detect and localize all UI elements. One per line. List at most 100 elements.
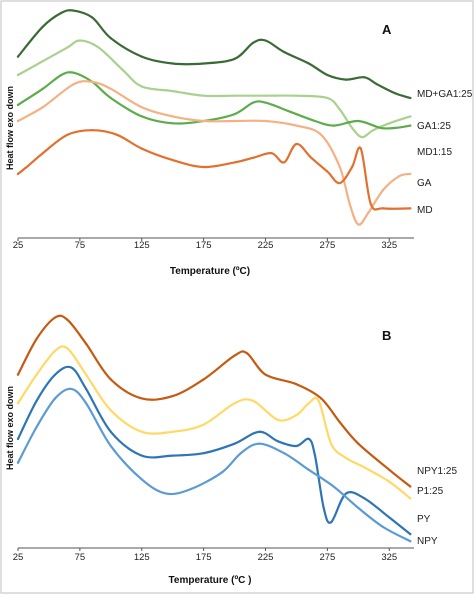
x-tick-label: 275	[319, 240, 335, 251]
series-point	[360, 136, 364, 139]
series-point	[54, 316, 57, 319]
series-point	[78, 39, 81, 42]
series-point	[264, 39, 267, 42]
series-point	[295, 124, 298, 127]
series-label: P1:25	[417, 486, 444, 497]
series-point	[233, 119, 236, 123]
series-point	[202, 452, 205, 455]
panel-a-letter: A	[382, 22, 392, 37]
series-point	[91, 16, 94, 19]
series-point	[394, 92, 397, 95]
series-point	[307, 437, 310, 440]
series-point	[332, 124, 335, 127]
series-point	[295, 142, 298, 146]
series-point	[171, 62, 174, 65]
x-tick-label: 75	[75, 240, 86, 251]
series-point	[282, 50, 286, 54]
series-point	[72, 71, 75, 74]
series-point	[233, 57, 236, 61]
series-point	[165, 492, 168, 495]
series-point	[409, 485, 412, 488]
x-tick-label: 325	[381, 240, 397, 251]
series-point	[258, 430, 261, 433]
series-point	[233, 354, 236, 357]
x-tick-label: 275	[319, 552, 335, 563]
series-label: MD	[417, 205, 433, 216]
series-point	[233, 161, 236, 164]
series-point	[41, 87, 44, 90]
series-point	[258, 442, 261, 445]
series-point	[60, 11, 63, 14]
series-point	[72, 83, 75, 86]
series-point	[313, 119, 317, 123]
series-point	[202, 94, 205, 97]
series-point	[363, 497, 366, 500]
series-point	[381, 207, 385, 210]
series-point	[202, 62, 205, 65]
series-point	[233, 113, 236, 116]
series-point	[140, 115, 143, 118]
series-point	[369, 202, 372, 205]
panel-b-chart: B Heat flow exo down Temperature (ºC ) 2…	[5, 314, 457, 586]
series-point	[307, 62, 310, 65]
series-point	[338, 165, 341, 169]
series-point	[379, 126, 382, 129]
series-point	[320, 133, 323, 136]
x-tick-label: 25	[13, 240, 24, 251]
series-point	[35, 399, 38, 402]
series-point	[233, 402, 236, 405]
series-point	[140, 147, 143, 150]
series-point	[295, 94, 298, 97]
series-point	[60, 73, 63, 77]
x-tick-label: 25	[13, 552, 24, 563]
series-point	[122, 69, 125, 72]
series-point	[171, 122, 174, 125]
series-point	[245, 352, 249, 355]
series-point	[16, 461, 20, 464]
series-point	[357, 506, 360, 510]
series-point	[372, 129, 375, 132]
series-point	[338, 182, 341, 185]
series-point	[171, 454, 174, 457]
series-label: MD+GA1:25	[417, 89, 473, 100]
series-point	[16, 402, 20, 405]
series-point	[409, 533, 412, 536]
series-point	[115, 133, 119, 136]
series-point	[344, 456, 348, 460]
series-point	[295, 414, 298, 417]
series-point	[344, 492, 348, 495]
series-point	[398, 175, 401, 178]
series-line-md-ga1-25	[16, 9, 412, 100]
series-point	[202, 378, 205, 381]
x-tick-label: 75	[75, 552, 86, 563]
panel-a-chart: A Heat flow exo down Temperature (ºC) 25…	[5, 9, 473, 277]
series-line-md1-15	[16, 71, 412, 130]
x-tick-label: 175	[196, 552, 212, 563]
series-point	[326, 96, 329, 100]
series-point	[171, 90, 174, 93]
series-label: PY	[417, 514, 431, 525]
series-point	[16, 172, 20, 175]
series-point	[91, 80, 94, 83]
series-point	[25, 165, 28, 169]
series-point	[276, 440, 279, 443]
panel-b-letter: B	[382, 328, 391, 343]
series-point	[313, 454, 317, 457]
series-point	[409, 497, 412, 500]
series-point	[295, 444, 298, 448]
series-point	[202, 119, 205, 123]
series-point	[320, 397, 323, 400]
panel-b-y-axis-label: Heat flow exo down	[5, 386, 15, 470]
series-point	[54, 349, 57, 352]
series-point	[394, 126, 397, 129]
series-point	[276, 418, 279, 421]
series-point	[344, 78, 348, 81]
series-point	[16, 373, 20, 376]
series-point	[140, 397, 143, 400]
series-point	[66, 133, 69, 136]
x-tick-label: 225	[258, 240, 274, 251]
series-point	[338, 108, 341, 111]
series-point	[357, 119, 360, 123]
series-point	[140, 85, 143, 88]
series-point	[109, 378, 112, 381]
